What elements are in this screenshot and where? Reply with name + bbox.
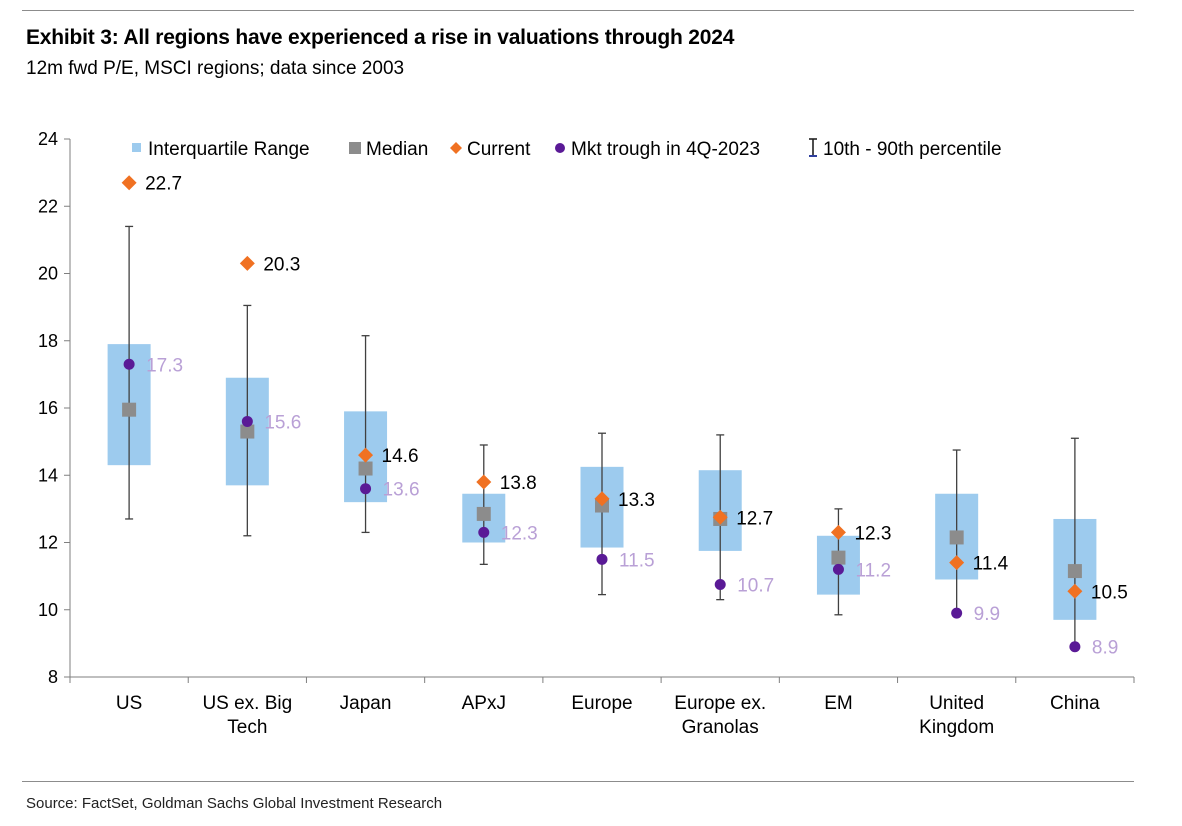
median-marker xyxy=(476,506,491,521)
current-label: 13.3 xyxy=(618,490,655,511)
x-category-label: Europe ex. xyxy=(674,693,766,714)
trough-marker xyxy=(123,358,135,370)
trough-label: 17.3 xyxy=(146,355,183,376)
x-category-label: Tech xyxy=(227,717,267,738)
legend-label: Median xyxy=(366,139,428,160)
y-tick-label: 16 xyxy=(38,398,58,418)
current-marker xyxy=(476,474,492,490)
current-marker xyxy=(239,255,255,271)
trough-marker xyxy=(478,526,490,538)
x-category-label: Europe xyxy=(571,693,632,714)
x-category-label: US xyxy=(116,693,142,714)
current-marker xyxy=(712,509,728,525)
y-tick-label: 14 xyxy=(38,465,58,485)
current-marker xyxy=(121,175,137,191)
y-tick-label: 10 xyxy=(38,600,58,620)
trough-label: 13.6 xyxy=(383,480,420,501)
x-category-label: Granolas xyxy=(682,717,759,738)
x-category-label: US ex. Big xyxy=(202,693,292,714)
y-tick-label: 20 xyxy=(38,264,58,284)
current-label: 12.3 xyxy=(854,523,891,544)
trough-marker xyxy=(241,415,253,427)
chart-subtitle: 12m fwd P/E, MSCI regions; data since 20… xyxy=(26,58,405,79)
current-marker xyxy=(594,491,610,507)
x-category-label: China xyxy=(1050,693,1100,714)
current-label: 12.7 xyxy=(736,508,773,529)
current-label: 13.8 xyxy=(500,473,537,494)
box-plot-chart: 8 10 12 14 16 18 20 22 24 17.3 22.7 US 15.6 20.3 US ex… xyxy=(38,129,1135,738)
source-note: Source: FactSet, Goldman Sachs Global In… xyxy=(26,795,443,812)
current-marker xyxy=(1067,583,1083,599)
current-marker xyxy=(949,555,965,571)
x-category-label: EM xyxy=(824,693,853,714)
trough-marker xyxy=(360,483,372,495)
bottom-rule xyxy=(22,781,1134,782)
legend-label: 10th - 90th percentile xyxy=(823,139,1002,160)
trough-label: 11.2 xyxy=(855,560,891,581)
top-rule xyxy=(22,10,1134,11)
y-tick-label: 8 xyxy=(48,667,58,687)
trough-marker xyxy=(714,579,726,591)
current-label: 11.4 xyxy=(973,554,1009,575)
legend-label: Interquartile Range xyxy=(148,139,310,160)
y-tick-label: 18 xyxy=(38,331,58,351)
current-marker xyxy=(830,524,846,540)
y-tick-label: 24 xyxy=(38,129,58,149)
trough-label: 10.7 xyxy=(737,576,774,597)
legend-label: Current xyxy=(467,139,531,160)
x-category-label: United xyxy=(929,693,984,714)
median-marker xyxy=(1067,564,1082,579)
median-marker xyxy=(240,424,255,439)
trough-label: 15.6 xyxy=(264,412,301,433)
legend-current-swatch xyxy=(450,142,462,154)
trough-marker xyxy=(596,553,608,565)
legend-trough-swatch xyxy=(555,143,565,153)
current-label: 10.5 xyxy=(1091,582,1128,603)
trough-label: 9.9 xyxy=(974,604,1000,625)
legend-median-swatch xyxy=(349,142,361,154)
x-category-label: Japan xyxy=(340,693,392,714)
y-tick-label: 12 xyxy=(38,533,58,553)
trough-marker xyxy=(951,607,963,619)
legend-iqr-swatch xyxy=(132,143,141,152)
trough-marker xyxy=(1069,641,1081,653)
x-category-label: APxJ xyxy=(462,693,506,714)
median-marker xyxy=(122,402,137,417)
trough-label: 11.5 xyxy=(619,550,655,571)
trough-label: 8.9 xyxy=(1092,638,1118,659)
median-marker xyxy=(358,461,373,476)
current-marker xyxy=(358,447,374,463)
trough-label: 12.3 xyxy=(501,523,538,544)
current-label: 20.3 xyxy=(263,254,300,275)
current-label: 22.7 xyxy=(145,174,182,195)
chart-title: Exhibit 3: All regions have experienced … xyxy=(26,26,735,49)
y-tick-label: 22 xyxy=(38,196,58,216)
x-category-label: Kingdom xyxy=(919,717,994,738)
legend-label: Mkt trough in 4Q-2023 xyxy=(571,139,760,160)
median-marker xyxy=(949,530,964,545)
trough-marker xyxy=(832,563,844,575)
median-marker xyxy=(831,550,846,565)
current-label: 14.6 xyxy=(382,446,419,467)
